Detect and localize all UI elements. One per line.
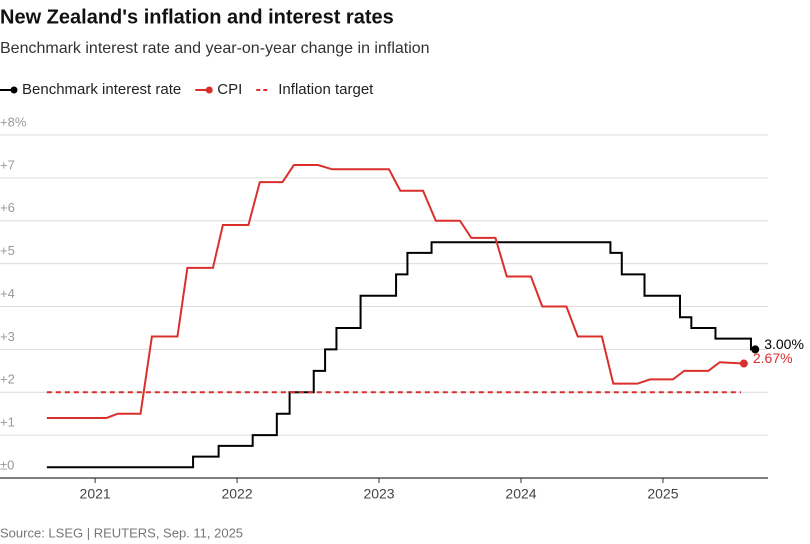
x-tick-label: 2021 <box>80 486 111 502</box>
series-line <box>46 164 744 419</box>
legend-label: CPI <box>217 81 242 98</box>
x-tick-label: 2024 <box>505 486 536 502</box>
x-tick-label: 2022 <box>221 486 252 502</box>
y-tick-label: +2 <box>0 372 15 387</box>
y-tick-label: +3 <box>0 329 15 344</box>
y-tick-label: ±0 <box>0 457 14 472</box>
legend-label: Inflation target <box>278 81 374 98</box>
legend-label: Benchmark interest rate <box>22 81 181 98</box>
source-note: Source: LSEG | REUTERS, Sep. 11, 2025 <box>0 525 243 540</box>
y-tick-label: +6 <box>0 200 15 215</box>
legend-marker <box>10 86 18 94</box>
end-marker <box>739 359 748 368</box>
end-label: 2.67% <box>753 350 793 366</box>
chart-subtitle: Benchmark interest rate and year-on-year… <box>0 40 430 57</box>
legend-marker <box>205 86 213 94</box>
y-tick-label: +7 <box>0 157 15 172</box>
y-tick-label: +5 <box>0 243 15 258</box>
y-tick-label: +4 <box>0 286 15 301</box>
series-line <box>46 241 756 469</box>
y-tick-label: +1 <box>0 415 15 430</box>
end-marker <box>751 345 760 354</box>
x-tick-label: 2025 <box>647 486 678 502</box>
chart-title: New Zealand's inflation and interest rat… <box>0 6 394 28</box>
x-tick-label: 2023 <box>363 486 394 502</box>
y-tick-label: +8% <box>0 114 27 129</box>
end-label: 3.00% <box>764 336 804 352</box>
